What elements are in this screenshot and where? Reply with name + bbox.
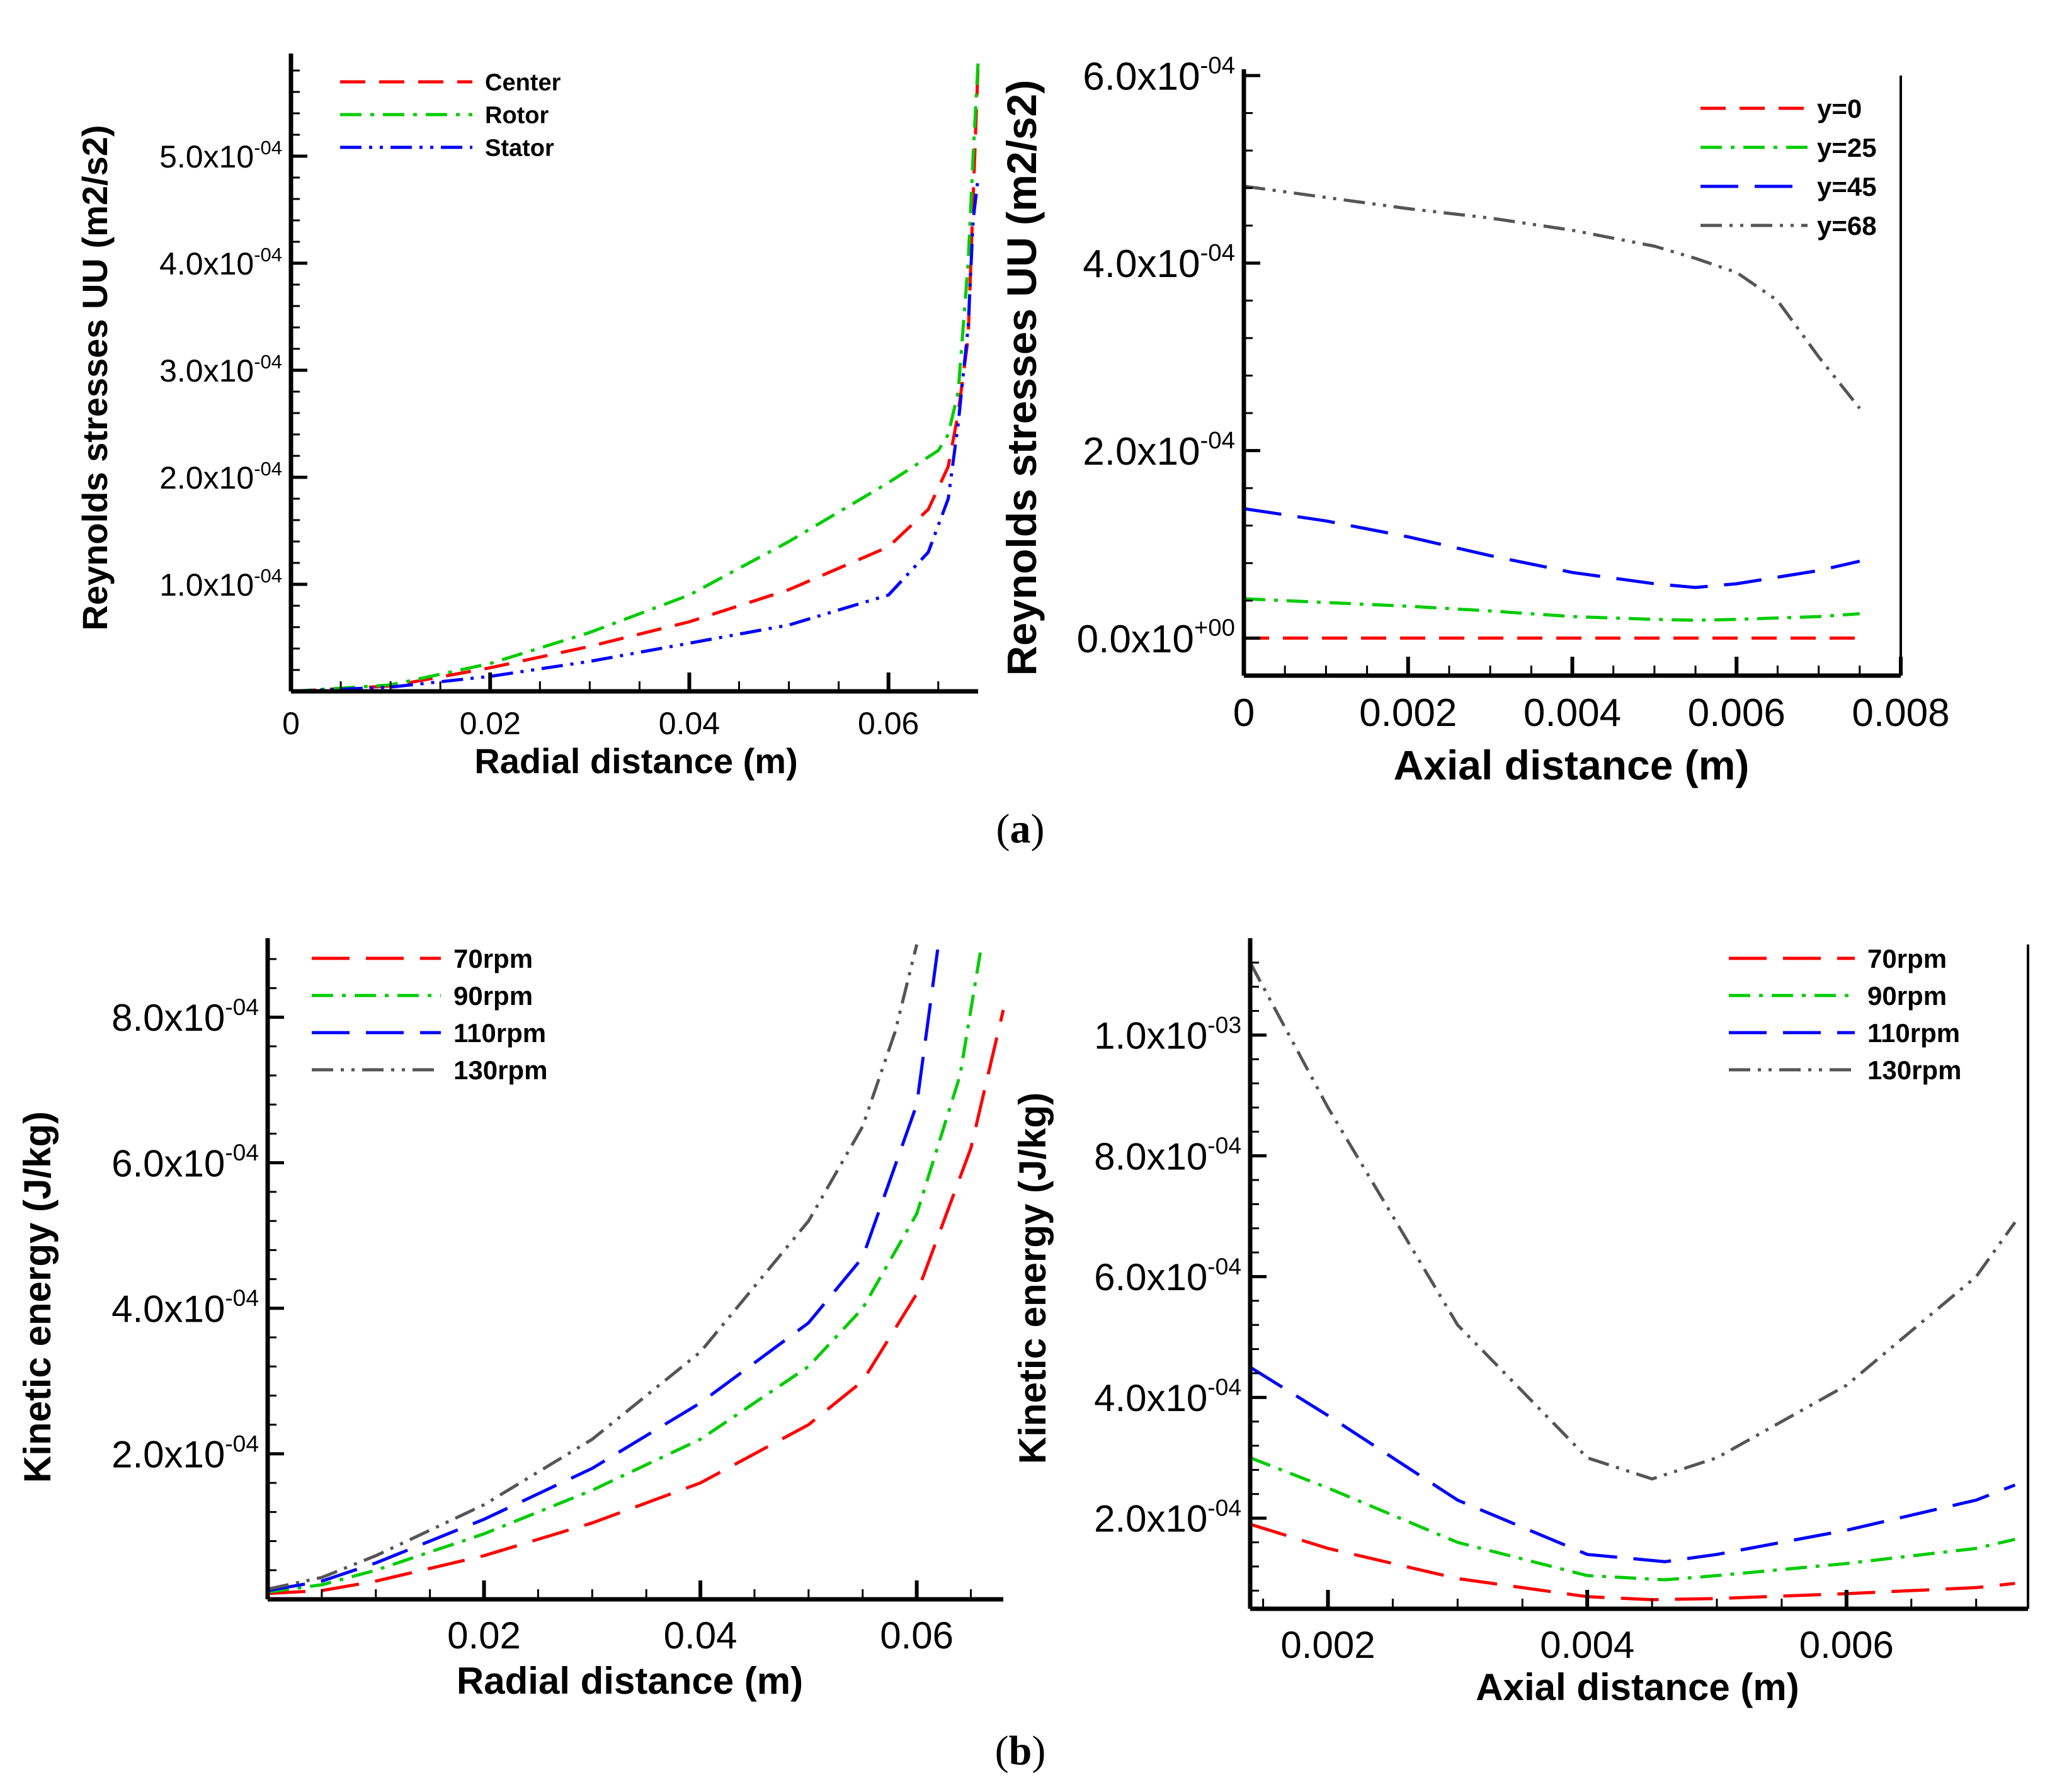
x-tick-label: 0.006 [1799, 1624, 1894, 1666]
axes [1248, 938, 2029, 1611]
y-tick-label: 1.0x10-04 [159, 565, 282, 603]
y-tick-label: 6.0x10-04 [111, 1139, 259, 1184]
series-line-110rpm [1249, 1366, 2016, 1563]
x-tick-label: 0.002 [1359, 691, 1457, 735]
legend-label: 110rpm [453, 1018, 546, 1048]
series-line-y-68 [1243, 184, 1861, 410]
x-tick-label: 0 [1233, 691, 1255, 735]
y-axis-title: Kinetic energy (J/kg) [16, 1111, 59, 1483]
y-tick-label: 2.0x10-04 [1094, 1495, 1241, 1540]
x-axis-title: Radial distance (m) [457, 1660, 803, 1702]
y-tick-label: 8.0x10-04 [1094, 1132, 1241, 1177]
y-tick-label: 2.0x10-04 [1083, 427, 1235, 474]
y-tick-label: 2.0x10-04 [111, 1430, 259, 1475]
y-tick-label: 8.0x10-04 [111, 994, 259, 1039]
x-tick-label: 0.004 [1540, 1624, 1634, 1666]
panel-label-a-close: ) [1031, 806, 1045, 852]
legend: Center Rotor Stator [340, 70, 561, 162]
x-axis-title: Axial distance (m) [1394, 742, 1750, 788]
series-line-y-45 [1243, 507, 1860, 589]
y-tick-label: 2.0x10-04 [159, 458, 282, 496]
x-tick-label: 0.008 [1852, 691, 1949, 735]
y-tick-label: 4.0x10-04 [1094, 1374, 1241, 1419]
chart-b-right-kinetic-axial: 2.0x10-04 4.0x10-04 6.0x10-04 8.0x10-04 1.0x… [1011, 938, 2029, 1708]
x-tick-label: 0.06 [880, 1614, 954, 1657]
series-line-y-25 [1243, 597, 1860, 622]
series-line-stator [290, 177, 980, 693]
x-tick-label: 0.04 [659, 706, 720, 741]
axes [288, 54, 978, 694]
legend: y=0 y=25 y=45 y=68 [1700, 94, 1877, 241]
legend-label: y=0 [1817, 94, 1862, 123]
series-line-rotor [290, 62, 980, 693]
svg-text:(b): (b) [995, 1728, 1046, 1774]
series-line-70rpm [267, 1009, 1005, 1596]
legend-label: Rotor [485, 103, 549, 129]
x-tick-label: 0.004 [1524, 691, 1621, 735]
y-tick-label: 1.0x10-03 [1094, 1011, 1241, 1057]
axes [1241, 69, 1903, 678]
panel-label-a-letter: a [1010, 806, 1031, 852]
panel-label-b-open: ( [995, 1728, 1009, 1774]
legend-label: 130rpm [453, 1055, 547, 1085]
panel-label-b-letter: b [1009, 1728, 1032, 1774]
panel-label-a-open: ( [996, 806, 1010, 852]
legend-label: 90rpm [453, 981, 533, 1011]
legend-label: y=25 [1817, 133, 1877, 162]
series-line-110rpm [267, 944, 940, 1592]
legend-label: 70rpm [1867, 944, 1947, 973]
x-axis-title: Axial distance (m) [1476, 1666, 1799, 1708]
chart-b-left-kinetic-radial: 2.0x10-04 4.0x10-04 6.0x10-04 8.0x10-04 0.02… [16, 938, 1005, 1702]
y-tick-label: 0.0x10+00 [1077, 615, 1235, 661]
series-line-90rpm [267, 944, 984, 1594]
x-tick-label: 0.002 [1280, 1624, 1375, 1666]
x-tick-label: 0.006 [1688, 691, 1786, 735]
legend-label: y=68 [1817, 211, 1877, 241]
legend-label: y=45 [1817, 172, 1877, 201]
chart-a-left-reynolds-radial: 1.0x10-04 2.0x10-04 3.0x10-04 4.0x10-04 5.0x… [75, 54, 980, 781]
y-tick-label: 6.0x10-04 [1094, 1253, 1241, 1298]
y-tick-label: 4.0x10-04 [111, 1284, 259, 1330]
panel-label-a: (a) [996, 806, 1045, 852]
x-tick-label: 0.02 [447, 1614, 521, 1657]
legend: 70rpm 90rpm 110rpm 130rpm [312, 944, 547, 1085]
y-axis-title: Reynolds stresses UU (m2/s2) [998, 80, 1045, 676]
legend-label: Center [485, 70, 561, 96]
y-tick-label: 5.0x10-04 [159, 137, 282, 174]
panel-label-b-close: ) [1032, 1728, 1045, 1774]
chart-a-right-reynolds-axial: 0.0x10+00 2.0x10-04 4.0x10-04 6.0x10-04 0 0.0… [998, 52, 1950, 788]
series-line-center [290, 65, 980, 693]
y-tick-label: 6.0x10-04 [1083, 52, 1235, 98]
legend-label: 70rpm [453, 944, 533, 973]
legend-label: Stator [485, 135, 554, 162]
x-tick-label: 0.04 [664, 1614, 738, 1657]
legend-label: 90rpm [1867, 981, 1947, 1011]
x-tick-label: 0.06 [858, 706, 919, 741]
axes [265, 938, 1003, 1602]
x-tick-label: 0.02 [460, 706, 521, 741]
panel-label-b: (b) [995, 1728, 1046, 1774]
y-tick-label: 3.0x10-04 [159, 351, 282, 388]
y-tick-label: 4.0x10-04 [1083, 239, 1235, 286]
svg-text:(a): (a) [996, 806, 1045, 852]
legend-label: 110rpm [1867, 1018, 1960, 1048]
legend-label: 130rpm [1867, 1055, 1961, 1085]
y-tick-label: 4.0x10-04 [159, 244, 282, 281]
legend: 70rpm 90rpm 110rpm 130rpm [1729, 944, 1961, 1085]
y-axis-title: Reynolds stresses UU (m2/s2) [75, 125, 115, 630]
series-line-90rpm [1250, 1456, 2015, 1582]
series-line-130rpm [1248, 961, 2017, 1481]
y-axis-title: Kinetic energy (J/kg) [1011, 1092, 1054, 1464]
x-axis-title: Radial distance (m) [474, 741, 797, 781]
x-tick-label: 0 [282, 706, 300, 741]
